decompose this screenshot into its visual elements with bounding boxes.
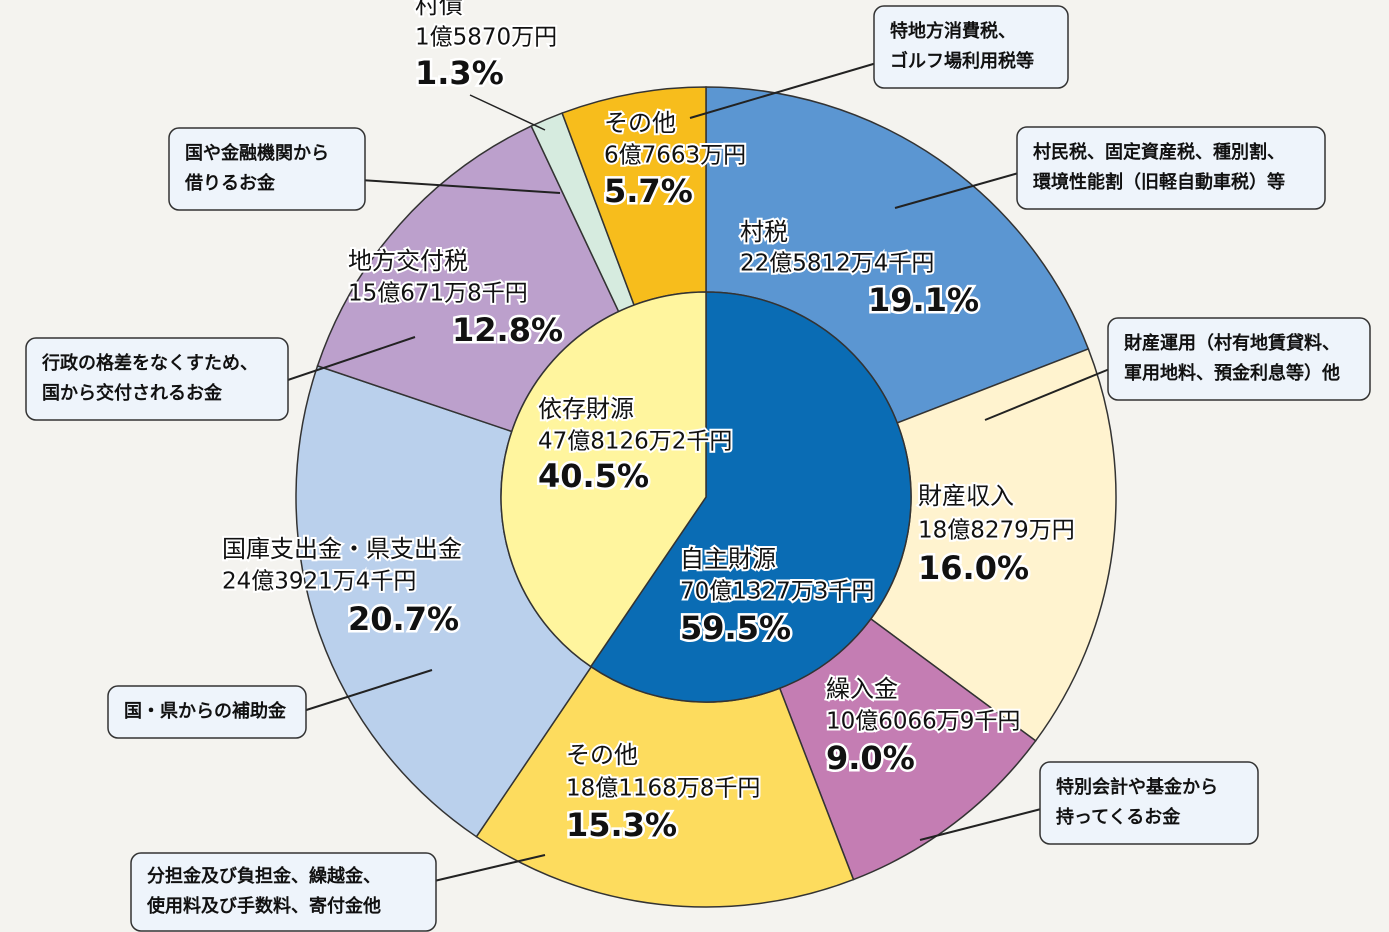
callout-text: 行政の格差をなくすため、 bbox=[41, 352, 258, 374]
callout-text: 国・県からの補助金 bbox=[124, 700, 287, 722]
segment-name: 村債 bbox=[415, 0, 463, 19]
segment-amount: 18億8279万円 bbox=[918, 518, 1075, 544]
callout-leader bbox=[689, 61, 881, 119]
callout-box bbox=[1016, 126, 1326, 210]
segment-name: 地方交付税 bbox=[348, 247, 468, 275]
segment-amount: 6億7663万円 bbox=[604, 143, 746, 169]
segment-percent: 5.7% bbox=[604, 172, 693, 210]
segment-amount: 70億1327万3千円 bbox=[680, 579, 874, 605]
callout-text: ゴルフ場利用税等 bbox=[890, 50, 1034, 72]
callout-text: 特別会計や基金から bbox=[1056, 776, 1218, 798]
callout-text: 持ってくるお金 bbox=[1056, 806, 1181, 828]
callout-leader bbox=[299, 669, 433, 713]
callout-text: 使用料及び手数料、寄付金他 bbox=[146, 895, 381, 917]
segment-amount: 47億8126万2千円 bbox=[538, 429, 732, 455]
segment-name: 国庫支出金・県支出金 bbox=[222, 535, 462, 563]
callout-leader bbox=[894, 171, 1023, 209]
segment-name: 財産収入 bbox=[918, 482, 1014, 510]
callout-box bbox=[130, 852, 437, 932]
segment bbox=[500, 291, 707, 668]
segment-percent: 12.8% bbox=[452, 311, 563, 349]
segment bbox=[589, 291, 912, 703]
callout-leader bbox=[359, 179, 561, 194]
segment-amount: 18億1168万8千円 bbox=[566, 776, 760, 802]
callout-leader bbox=[919, 807, 1046, 841]
segment-amount: 22億5812万4千円 bbox=[740, 251, 934, 277]
callout-leader bbox=[429, 854, 546, 883]
callout-text: 財産運用（村有地賃貸料、 bbox=[1124, 332, 1340, 354]
callout-text: 環境性能割（旧軽自動車税）等 bbox=[1033, 171, 1285, 193]
callout-leader bbox=[984, 367, 1113, 421]
callout-box bbox=[168, 127, 366, 211]
segment-percent: 15.3% bbox=[566, 806, 677, 844]
segment-amount: 1億5870万円 bbox=[415, 25, 557, 51]
callout-box bbox=[1039, 761, 1259, 845]
segment-amount: 10億6066万9千円 bbox=[826, 709, 1020, 735]
callout-text: 国や金融機関から bbox=[185, 142, 329, 164]
segment-name: その他 bbox=[604, 109, 676, 137]
segment-percent: 19.1% bbox=[868, 281, 979, 319]
segment-percent: 59.5% bbox=[680, 609, 791, 647]
callout-text: 村民税、固定資産税、種別割、 bbox=[1033, 141, 1285, 163]
segment-percent: 16.0% bbox=[918, 549, 1029, 587]
segment-name: 自主財源 bbox=[680, 545, 776, 573]
callout-text: 特地方消費税、 bbox=[890, 20, 1016, 42]
leader-line bbox=[469, 94, 546, 131]
callout-text: 分担金及び負担金、繰越金、 bbox=[147, 865, 381, 887]
segment-name: その他 bbox=[566, 741, 638, 769]
segment-amount: 15億671万8千円 bbox=[348, 281, 528, 307]
segment-percent: 20.7% bbox=[348, 600, 459, 638]
segment-name: 依存財源 bbox=[538, 395, 634, 423]
callout-box bbox=[873, 5, 1069, 89]
segment-percent: 1.3% bbox=[415, 54, 504, 92]
callout-leader bbox=[281, 336, 416, 383]
callout-text: 国から交付されるお金 bbox=[42, 382, 223, 404]
segment-name: 繰入金 bbox=[826, 675, 898, 703]
callout-box bbox=[1107, 317, 1371, 401]
callout-text: 借りるお金 bbox=[184, 172, 276, 194]
callout-box bbox=[107, 685, 307, 739]
callout-box bbox=[25, 337, 289, 421]
segment-percent: 9.0% bbox=[826, 739, 915, 777]
segment-amount: 24億3921万4千円 bbox=[222, 569, 416, 595]
segment-name: 村税 bbox=[740, 218, 788, 246]
callout-text: 軍用地料、預金利息等）他 bbox=[1124, 362, 1340, 384]
segment-percent: 40.5% bbox=[538, 457, 649, 495]
